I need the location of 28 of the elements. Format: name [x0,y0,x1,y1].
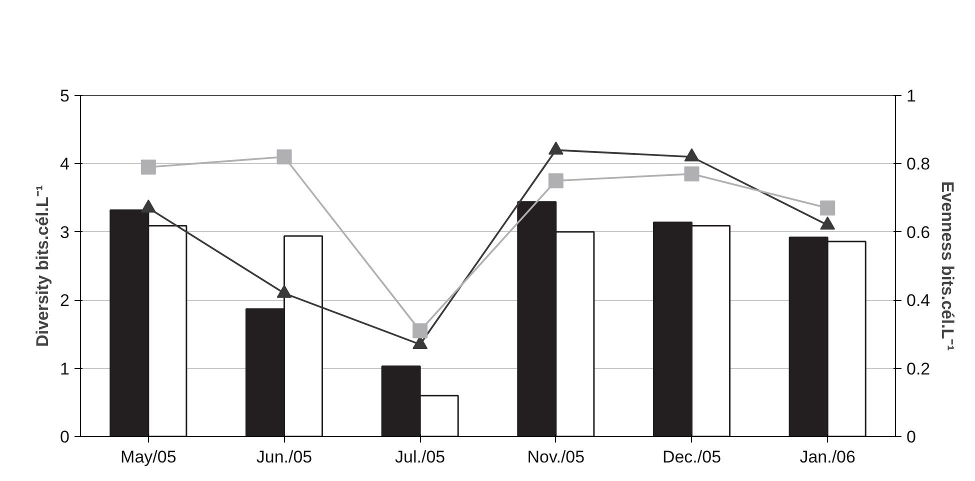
y2-tick-label: 0.2 [906,359,930,378]
point [820,200,836,216]
y-tick-label: 3 [60,222,70,242]
x-tick-label: Jun./05 [256,448,312,466]
y-tick-label: 2 [60,291,70,310]
y2-tick-label: 0 [906,428,916,446]
point [684,166,700,182]
x-tick-label: Nov./05 [527,448,585,466]
x-tick-label: May/05 [120,448,176,466]
y2-axis-title: Evenness bits.cél.L⁻¹ [938,181,958,352]
y-axis-title: Diversity bits.cél.L⁻¹ [33,184,52,347]
point [140,199,156,213]
y-tick-label: 5 [60,86,70,106]
x-tick-label: Dec./05 [662,448,722,466]
x-tick-label: Jul./05 [395,448,446,466]
point [140,160,156,175]
x-tick-label: Jan./06 [800,448,856,466]
point [820,216,836,230]
y-tick-label: 0 [60,428,70,446]
point [276,284,292,298]
y-tick-label: 4 [60,154,70,174]
point [548,173,564,188]
point [276,149,292,164]
y-tick-label: 1 [60,359,70,378]
y2-tick-label: 0.6 [906,222,930,242]
y2-tick-label: 0.8 [906,154,930,174]
y2-tick-label: 0.4 [906,291,930,310]
y2-tick-label: 1 [906,86,916,106]
